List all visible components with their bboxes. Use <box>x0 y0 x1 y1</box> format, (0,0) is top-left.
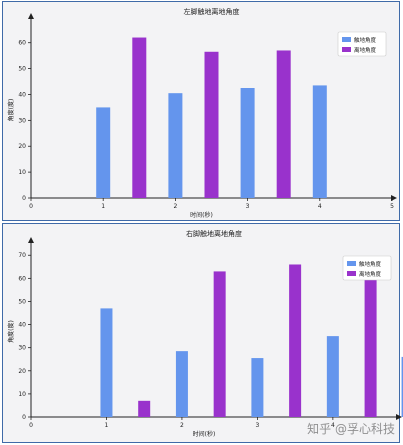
watermark: 知乎 @孚心科技 <box>307 422 395 436</box>
bar-liftoff <box>213 271 226 417</box>
y-tick-label: 40 <box>18 322 26 329</box>
bar-touchdown <box>251 358 264 417</box>
y-tick-label: 30 <box>18 117 26 124</box>
y-axis-label: 角度(度) <box>7 320 15 343</box>
legend-label: 离地角度 <box>354 46 377 54</box>
bar-touchdown <box>401 356 403 417</box>
legend-label: 触地角度 <box>359 260 382 268</box>
x-tick-label: 0 <box>29 422 33 429</box>
bar-touchdown <box>326 336 339 417</box>
chart-title: 左脚触地离地角度 <box>184 7 240 16</box>
x-tick-label: 2 <box>173 203 177 210</box>
chart-title: 右脚触地离地角度 <box>186 229 242 238</box>
y-tick-label: 50 <box>18 66 26 73</box>
x-axis-label: 时间(秒) <box>193 430 216 438</box>
bar-liftoff <box>204 51 219 198</box>
bar-touchdown <box>168 93 183 198</box>
bar-touchdown <box>312 85 327 198</box>
y-tick-label: 20 <box>18 143 26 150</box>
y-tick-label: 50 <box>18 298 26 305</box>
y-tick-label: 10 <box>18 391 26 398</box>
y-tick-label: 10 <box>18 169 26 176</box>
bar-liftoff <box>364 266 377 417</box>
bar-touchdown <box>100 308 113 417</box>
x-axis-arrow <box>396 414 402 420</box>
right-foot-chart-panel: 右脚触地离地角度 0 1 2 3 4 0 10 20 30 40 50 60 70 时间(秒) 角度(度) 触地… <box>2 223 403 443</box>
y-axis-arrow <box>28 237 34 243</box>
y-axis-arrow <box>28 13 34 19</box>
legend-swatch <box>347 271 356 276</box>
y-tick-label: 60 <box>18 40 26 47</box>
y-tick-label: 20 <box>18 368 26 375</box>
x-tick-label: 3 <box>246 203 250 210</box>
x-axis-label: 时间(秒) <box>190 211 213 219</box>
bar-liftoff <box>289 264 302 417</box>
x-tick-label: 1 <box>105 422 109 429</box>
y-tick-label: 30 <box>18 345 26 352</box>
y-tick-label: 0 <box>22 195 26 202</box>
bar-liftoff <box>276 50 291 199</box>
bar-liftoff <box>132 37 147 198</box>
x-axis-arrow <box>391 195 397 201</box>
x-tick-label: 5 <box>390 203 394 210</box>
x-tick-label: 0 <box>29 203 33 210</box>
bar-touchdown <box>96 107 111 198</box>
x-tick-label: 4 <box>318 203 322 210</box>
legend-swatch <box>342 47 351 52</box>
x-tick-label: 1 <box>101 203 105 210</box>
x-tick-label: 2 <box>180 422 184 429</box>
legend-label: 触地角度 <box>354 36 377 44</box>
x-tick-label: 3 <box>255 422 259 429</box>
x-tick-label: 4 <box>331 422 335 429</box>
y-tick-label: 70 <box>18 252 26 259</box>
y-tick-label: 60 <box>18 275 26 282</box>
bar-touchdown <box>175 351 188 417</box>
y-tick-label: 40 <box>18 91 26 98</box>
bar-liftoff <box>138 400 151 417</box>
y-axis-label: 角度(度) <box>7 99 15 122</box>
legend-label: 离地角度 <box>359 270 382 278</box>
left-foot-chart-panel: 左脚触地离地角度 0 1 2 3 4 5 0 10 20 30 40 50 60 时间(秒) 角度(度) 触地角… <box>2 1 400 221</box>
legend-swatch <box>347 261 356 266</box>
legend-swatch <box>342 37 351 42</box>
bar-touchdown <box>240 88 255 198</box>
y-tick-label: 0 <box>22 414 26 421</box>
